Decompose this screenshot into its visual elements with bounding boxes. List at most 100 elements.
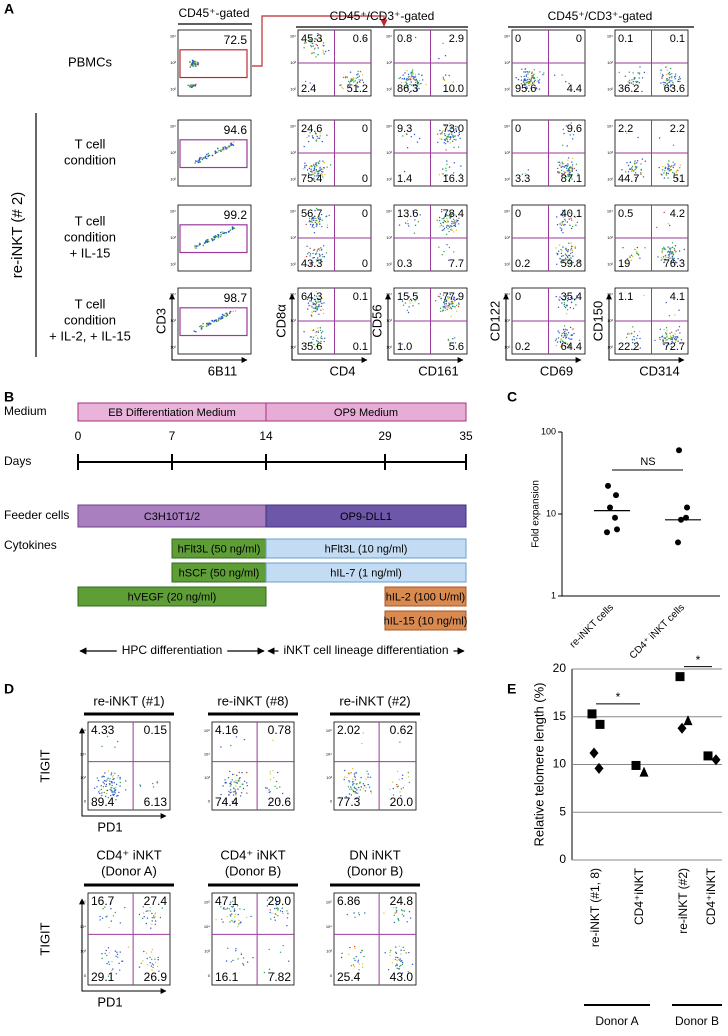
cell-dot (395, 952, 398, 955)
cell-dot (410, 73, 413, 75)
cell-dot (452, 231, 455, 233)
cell-dot (237, 958, 239, 960)
cell-dot (437, 133, 439, 135)
axis-tick-label: 10⁴ (386, 292, 392, 297)
cell-dot (414, 76, 417, 78)
cell-dot (576, 221, 578, 223)
cell-dot (323, 256, 326, 258)
axis-tick-label: 10⁵ (326, 728, 332, 733)
cell-dot (449, 142, 451, 144)
cell-dot (451, 223, 453, 225)
cell-dot (317, 330, 319, 332)
cell-dot (634, 162, 636, 164)
cell-dot (418, 83, 420, 85)
cell-dot (397, 956, 399, 959)
cell-dot (563, 332, 565, 334)
cell-dot (564, 220, 566, 222)
cell-dot (569, 262, 572, 264)
cell-dot (525, 87, 527, 90)
cell-dot (451, 133, 453, 135)
cell-dot (639, 257, 641, 259)
cell-dot (364, 790, 367, 792)
cell-dot (410, 90, 413, 92)
data-point (684, 504, 690, 511)
cell-dot (448, 136, 450, 138)
cell-dot (452, 213, 454, 215)
cell-dot (322, 160, 324, 162)
cell-dot (323, 167, 325, 169)
cell-dot (641, 90, 643, 93)
cell-dot (310, 44, 312, 47)
cell-dot (452, 221, 454, 223)
column-header: CD45⁺/CD3⁺-gated (548, 9, 653, 23)
cell-dot (272, 770, 274, 772)
quadrant-value: 7.82 (268, 970, 292, 984)
cell-dot (202, 322, 204, 325)
cell-dot (449, 213, 451, 215)
cell-dot (304, 167, 306, 169)
cell-dot (226, 314, 228, 316)
cell-dot (320, 168, 323, 170)
cell-dot (322, 256, 324, 258)
quadrant-value: 45.3 (301, 33, 322, 45)
cell-dot (105, 783, 108, 786)
data-point (604, 529, 610, 536)
cell-dot (395, 946, 397, 948)
cell-dot (436, 219, 438, 221)
cell-dot (311, 315, 313, 317)
cell-dot (676, 178, 678, 180)
cell-dot (425, 83, 427, 86)
cell-dot (358, 75, 360, 77)
cell-dot (119, 776, 121, 779)
cell-dot (311, 52, 313, 55)
cell-dot (403, 170, 406, 173)
cell-dot (640, 168, 643, 171)
cell-dot (229, 310, 232, 313)
quadrant-value: 2.4 (301, 83, 316, 95)
cell-dot (310, 168, 312, 170)
cell-dot (347, 786, 350, 788)
cell-dot (668, 167, 670, 170)
cell-dot (454, 222, 457, 224)
cell-dot (237, 779, 240, 782)
cell-dot (412, 84, 415, 86)
cell-dot (527, 169, 529, 171)
x-axis-label: CD4 (329, 363, 355, 378)
cell-dot (362, 732, 364, 734)
cell-dot (389, 954, 391, 957)
cell-dot (127, 946, 130, 948)
cell-dot (438, 174, 441, 176)
axis-tick-label: 10⁵ (204, 899, 210, 904)
cell-dot (445, 167, 447, 169)
cell-dot (149, 910, 151, 912)
cell-dot (353, 81, 355, 83)
cell-dot (358, 78, 360, 81)
cell-dot (445, 303, 447, 305)
cell-dot (661, 77, 663, 80)
axis-tick-label: 10² (170, 344, 176, 349)
cell-dot (356, 74, 358, 76)
cell-dot (354, 947, 356, 949)
cell-dot (402, 135, 404, 137)
cell-dot (403, 78, 405, 80)
cell-dot (453, 131, 456, 134)
quadrant-value: 24.8 (390, 894, 414, 908)
cell-dot (202, 157, 205, 159)
cell-dot (412, 210, 414, 212)
cell-dot (574, 216, 576, 218)
cell-dot (269, 771, 271, 773)
cell-dot (659, 338, 661, 341)
cell-dot (217, 151, 219, 154)
cell-dot (114, 911, 117, 914)
cell-dot (559, 257, 561, 260)
cell-dot (416, 141, 419, 143)
cell-dot (446, 138, 448, 140)
cell-dot (225, 148, 227, 150)
cell-dot (662, 165, 664, 168)
cell-dot (634, 248, 636, 251)
quadrant-value: 4.2 (670, 208, 685, 220)
cell-dot (562, 246, 564, 248)
cell-dot (666, 335, 668, 337)
cell-dot (412, 305, 414, 307)
gate-connector (252, 15, 388, 67)
